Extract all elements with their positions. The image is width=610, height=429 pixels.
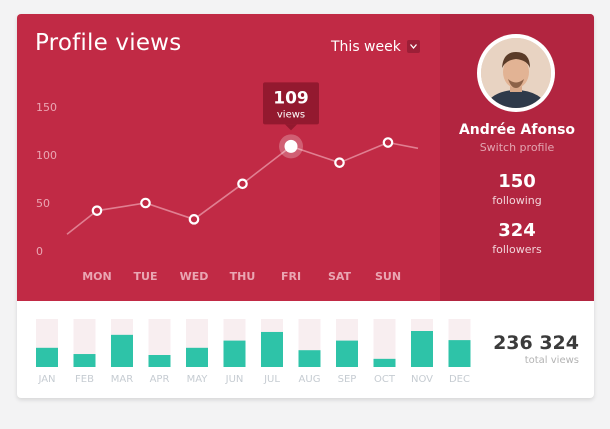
y-tick-label: 100 <box>36 149 57 162</box>
profile-views-card: Profile views This week 0 50 100 150 MON TUE W… <box>17 14 594 398</box>
x-tick-label: TUE <box>134 270 158 283</box>
month-label: AUG <box>299 374 321 385</box>
bar <box>186 347 208 367</box>
bar <box>298 350 321 367</box>
data-point <box>284 139 298 153</box>
tooltip-value: 109 <box>273 88 309 108</box>
followers-label: followers <box>492 243 542 256</box>
month-label: JUN <box>225 374 244 385</box>
tooltip-box <box>263 82 319 125</box>
x-tick-label: THU <box>230 270 256 283</box>
month-label: FEB <box>75 374 94 385</box>
tooltip-unit: views <box>277 109 305 120</box>
bar <box>73 354 96 367</box>
avatar[interactable] <box>477 34 555 112</box>
switch-profile-link[interactable]: Switch profile <box>479 141 555 154</box>
data-point <box>140 197 151 209</box>
month-label: JUL <box>263 374 280 385</box>
x-tick-label: SAT <box>328 270 352 283</box>
followers-count: 324 <box>498 220 536 241</box>
month-label: JAN <box>37 374 55 385</box>
y-tick-label: 50 <box>36 197 50 210</box>
person-portrait-icon <box>481 38 551 108</box>
bar <box>223 340 246 367</box>
chevron-down-icon <box>410 44 417 49</box>
month-label: MAR <box>111 374 133 385</box>
data-point <box>188 214 200 225</box>
bar <box>336 340 358 367</box>
month-label: SEP <box>338 374 357 385</box>
following-label: following <box>492 194 542 207</box>
bar <box>448 340 471 367</box>
bar <box>36 347 58 367</box>
month-label: OCT <box>374 374 396 385</box>
month-label: MAY <box>187 374 209 385</box>
x-tick-label: WED <box>180 270 209 283</box>
data-point <box>91 205 103 216</box>
month-label: APR <box>150 374 170 385</box>
avatar-photo <box>481 38 551 108</box>
profile-name: Andrée Afonso <box>458 122 576 138</box>
page-title: Profile views <box>35 30 182 56</box>
bar <box>411 331 433 367</box>
data-point <box>382 137 394 148</box>
total-views-count: 236 324 <box>493 332 579 354</box>
bar <box>111 334 133 367</box>
data-point <box>237 178 248 190</box>
following-count: 150 <box>498 171 536 192</box>
month-label: DEC <box>449 374 470 385</box>
period-dropdown-button[interactable] <box>407 40 420 53</box>
bar <box>148 355 171 367</box>
bar-track <box>373 319 396 367</box>
x-tick-label: MON <box>82 270 112 283</box>
y-tick-label: 0 <box>36 245 43 258</box>
total-views-label: total views <box>524 355 579 366</box>
period-selector[interactable]: This week <box>331 39 401 55</box>
bar <box>373 358 396 367</box>
x-tick-label: SUN <box>375 270 401 283</box>
data-point <box>334 157 345 168</box>
x-tick-label: FRI <box>281 270 301 283</box>
tooltip-pointer <box>285 124 297 131</box>
month-label: NOV <box>411 374 433 385</box>
y-tick-label: 150 <box>36 101 57 114</box>
bar <box>261 331 283 367</box>
